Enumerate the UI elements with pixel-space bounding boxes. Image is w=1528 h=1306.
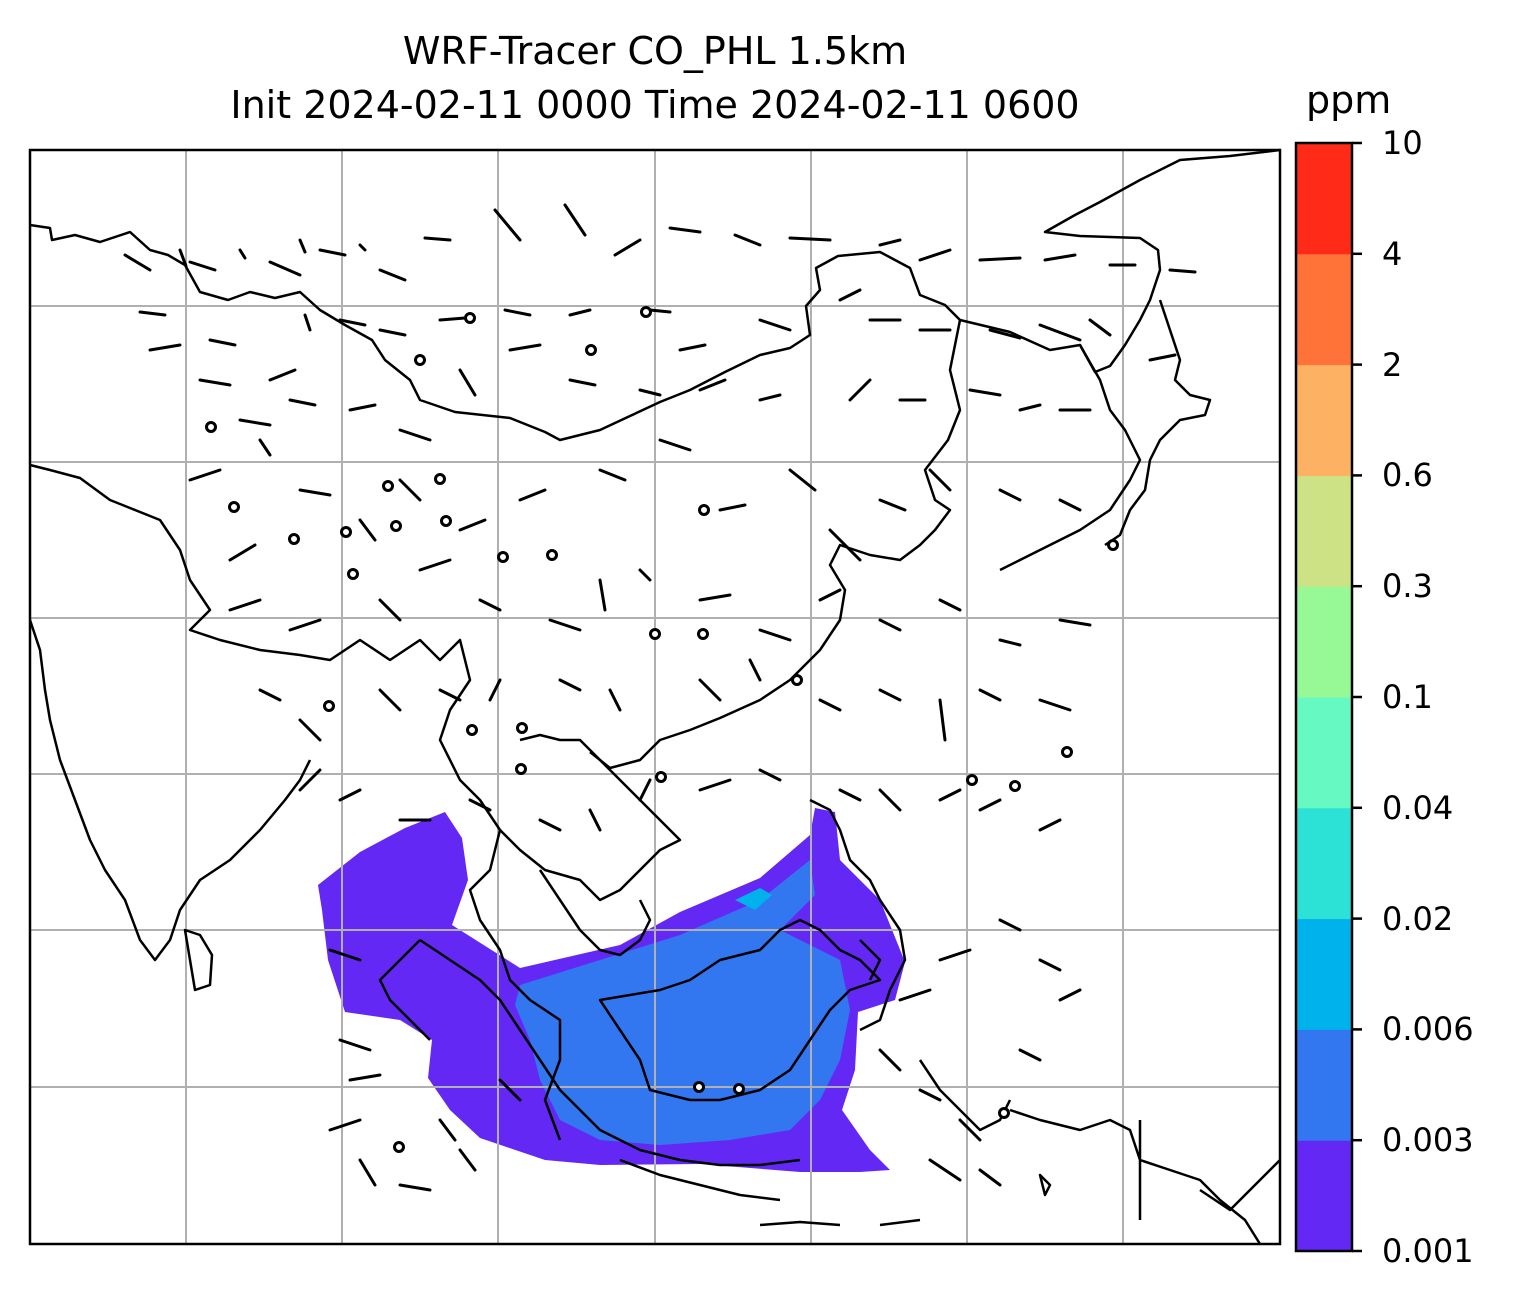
colorbar-tick-label: 0.04 (1382, 788, 1454, 827)
coastline-java-lesser-sunda (619, 1158, 1052, 1227)
coastline-china-east (589, 319, 962, 770)
coastline-indochina (499, 733, 682, 957)
colorbar-band (1296, 1029, 1352, 1141)
colorbar-tick-label: 0.3 (1382, 567, 1433, 606)
calm-wind-markers (205, 306, 1119, 1153)
colorbar-tick-label: 10 (1382, 124, 1423, 162)
colorbar-tick-label: 0.02 (1382, 899, 1454, 938)
plume-inner (515, 860, 850, 1145)
colorbar-ticks (1352, 141, 1362, 1253)
map-title-line-1: WRF-Tracer CO_PHL 1.5km (402, 29, 908, 73)
coastline-india-indochina (29, 463, 562, 1141)
colorbar-band (1296, 697, 1352, 809)
plume-core (735, 888, 772, 910)
colorbar-tick-label: 0.001 (1382, 1232, 1474, 1270)
colorbar-band (1296, 918, 1352, 1030)
coastline-india-south (28, 619, 312, 992)
colorbar-tick-label: 0.6 (1382, 456, 1433, 495)
colorbar-band (1296, 253, 1352, 366)
coastline-asia-north (29, 148, 1281, 442)
colorbar-tick-label: 0.003 (1382, 1121, 1474, 1160)
colorbar-tick-label: 0.006 (1382, 1010, 1474, 1049)
wind-barbs (123, 203, 1197, 1192)
map-frame (28, 148, 1282, 1246)
coastline-korea-japan (999, 299, 1212, 572)
colorbar-band (1296, 475, 1352, 587)
colorbar-band (1296, 143, 1352, 255)
colorbar-band (1296, 1140, 1352, 1252)
coastline-sumatra (378, 938, 801, 1167)
colorbar-tick-label: 4 (1382, 234, 1403, 273)
colorbar-tick-label: 2 (1382, 345, 1403, 384)
coastline-philippines (809, 798, 907, 1032)
co-plume-layer (318, 808, 905, 1172)
colorbar-tick-label: 0.1 (1382, 678, 1433, 716)
coastlines (28, 148, 1281, 1245)
colorbar-unit-label: ppm (1306, 78, 1392, 122)
colorbar-band (1296, 807, 1352, 920)
gridlines (30, 150, 1280, 1244)
coastline-sulawesi-papua (918, 1059, 1281, 1245)
colorbar-band (1296, 364, 1352, 476)
coastline-borneo (598, 918, 882, 1102)
colorbar (1296, 143, 1352, 1252)
colorbar-band (1296, 586, 1352, 698)
map-title-line-2: Init 2024-02-11 0000 Time 2024-02-11 060… (230, 83, 1080, 127)
